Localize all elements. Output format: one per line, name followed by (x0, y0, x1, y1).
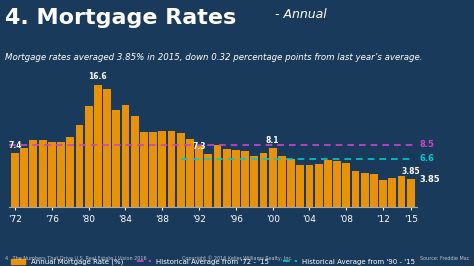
Bar (370, 174, 378, 207)
Bar (29, 139, 37, 207)
Bar (342, 163, 350, 207)
Bar (324, 160, 332, 207)
Bar (48, 142, 56, 207)
Bar (149, 132, 157, 207)
Bar (213, 146, 221, 207)
Bar (407, 179, 415, 207)
Text: Source: Freddie Mac: Source: Freddie Mac (420, 256, 469, 261)
Bar (260, 153, 267, 207)
Bar (85, 106, 92, 207)
Bar (57, 142, 65, 207)
Bar (121, 105, 129, 207)
Bar (11, 153, 19, 207)
Bar (250, 156, 258, 207)
Bar (94, 85, 102, 207)
Bar (131, 116, 138, 207)
Bar (167, 131, 175, 207)
Bar (232, 150, 240, 207)
Bar (20, 148, 28, 207)
Text: 4. Mortgage Rates: 4. Mortgage Rates (5, 8, 236, 28)
Bar (241, 151, 249, 207)
Bar (223, 149, 230, 207)
Bar (195, 146, 203, 207)
Bar (278, 156, 286, 207)
Bar (287, 159, 295, 207)
Text: 3.85: 3.85 (420, 174, 440, 184)
Text: 8.5: 8.5 (420, 140, 435, 149)
Text: 4   The Numbers That Drive U.S. Real Estate | Vision 2016: 4 The Numbers That Drive U.S. Real Estat… (5, 255, 146, 261)
Text: 16.6: 16.6 (89, 72, 107, 81)
Bar (306, 165, 313, 207)
Text: 3.85: 3.85 (401, 167, 420, 176)
Bar (398, 176, 405, 207)
Bar (112, 110, 120, 207)
Bar (39, 140, 46, 207)
Bar (177, 133, 184, 207)
Text: 7.4: 7.4 (8, 141, 22, 150)
Bar (66, 136, 74, 207)
Bar (315, 164, 323, 207)
Text: Mortgage rates averaged 3.85% in 2015, down 0.32 percentage points from last yea: Mortgage rates averaged 3.85% in 2015, d… (5, 53, 422, 62)
Bar (361, 173, 369, 207)
Bar (103, 89, 111, 207)
Text: 8.1: 8.1 (266, 136, 279, 145)
Bar (204, 153, 212, 207)
Bar (269, 148, 276, 207)
Text: 7.3: 7.3 (192, 142, 206, 151)
Text: 6.6: 6.6 (420, 154, 435, 163)
Bar (75, 125, 83, 207)
Bar (388, 178, 396, 207)
Legend: Annual Mortgage Rate (%), Historical Average from '72 - '15, Historical Average : Annual Mortgage Rate (%), Historical Ave… (9, 256, 418, 266)
Bar (379, 180, 387, 207)
Bar (186, 139, 194, 207)
Bar (158, 131, 166, 207)
Text: Copyright © 2016 Keller Williams Realty, Inc.: Copyright © 2016 Keller Williams Realty,… (182, 255, 292, 261)
Bar (333, 161, 341, 207)
Bar (352, 171, 359, 207)
Bar (140, 132, 148, 207)
Bar (296, 165, 304, 207)
Text: - Annual: - Annual (275, 8, 327, 21)
